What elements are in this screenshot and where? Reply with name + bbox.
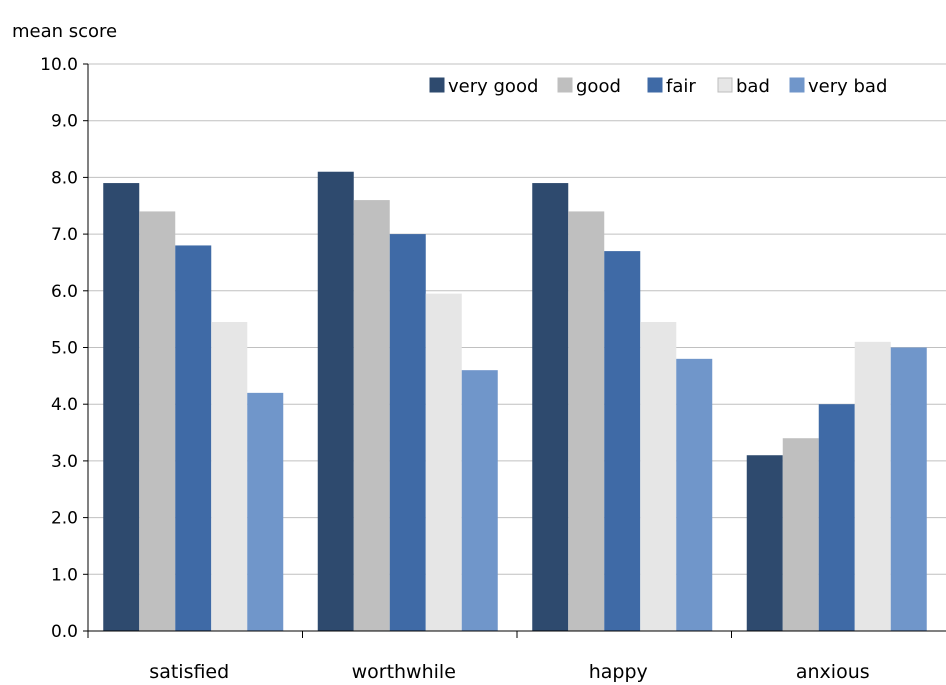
y-tick-label: 1.0: [51, 565, 78, 585]
y-tick-label: 7.0: [51, 225, 78, 245]
category-label: anxious: [796, 661, 870, 683]
y-tick-label: 10.0: [40, 55, 78, 75]
bar-bad-satisfied: [211, 321, 248, 631]
y-tick-label: 6.0: [51, 282, 78, 302]
bar-very-good-worthwhile: [317, 171, 354, 632]
category-label: satisfied: [149, 661, 229, 683]
bar-very-good-anxious: [746, 455, 783, 631]
bar-good-worthwhile: [353, 200, 390, 631]
legend-label: fair: [666, 76, 696, 97]
legend-swatch: [717, 77, 733, 93]
bar-fair-happy: [604, 251, 641, 632]
bar-fair-satisfied: [175, 245, 212, 631]
legend-label: bad: [736, 76, 770, 97]
bar-good-anxious: [782, 438, 819, 631]
y-tick-label: 9.0: [51, 112, 78, 132]
bar-good-happy: [568, 211, 605, 632]
bar-very-bad-anxious: [890, 347, 927, 631]
legend-swatch: [429, 77, 445, 93]
legend-label: very bad: [808, 76, 887, 97]
bar-very-bad-worthwhile: [461, 370, 498, 631]
y-tick-label: 3.0: [51, 452, 78, 472]
y-tick-label: 2.0: [51, 509, 78, 529]
category-label: worthwhile: [352, 661, 456, 683]
bar-very-good-satisfied: [103, 183, 140, 631]
y-tick-label: 4.0: [51, 395, 78, 415]
bar-fair-worthwhile: [389, 234, 426, 631]
bar-bad-worthwhile: [425, 293, 462, 631]
y-tick-label: 0.0: [51, 622, 78, 642]
legend-label: good: [576, 76, 621, 97]
bar-bad-happy: [640, 321, 677, 631]
legend-background: [422, 70, 946, 104]
bar-fair-anxious: [818, 404, 855, 631]
category-label: happy: [589, 661, 648, 683]
legend-swatch: [789, 77, 805, 93]
y-axis-title: mean score: [12, 21, 117, 42]
legend-label: very good: [448, 76, 538, 97]
y-tick-label: 8.0: [51, 168, 78, 188]
legend: very good good fair bad very bad: [422, 70, 946, 104]
bar-very-bad-happy: [676, 358, 713, 631]
bars: [103, 171, 927, 632]
bar-very-bad-satisfied: [247, 392, 284, 631]
legend-swatch: [647, 77, 663, 93]
y-tick-label: 5.0: [51, 339, 78, 359]
axes: [83, 63, 946, 638]
bar-bad-anxious: [854, 341, 891, 631]
legend-swatch: [557, 77, 573, 93]
bar-good-satisfied: [139, 211, 176, 632]
bar-very-good-happy: [532, 183, 569, 631]
y-tick-labels: 0.0 1.0 2.0 3.0 4.0 5.0 6.0 7.0 8.0 9.0 10.0: [40, 55, 78, 642]
category-labels: satisfied worthwhile happy anxious: [149, 661, 869, 683]
